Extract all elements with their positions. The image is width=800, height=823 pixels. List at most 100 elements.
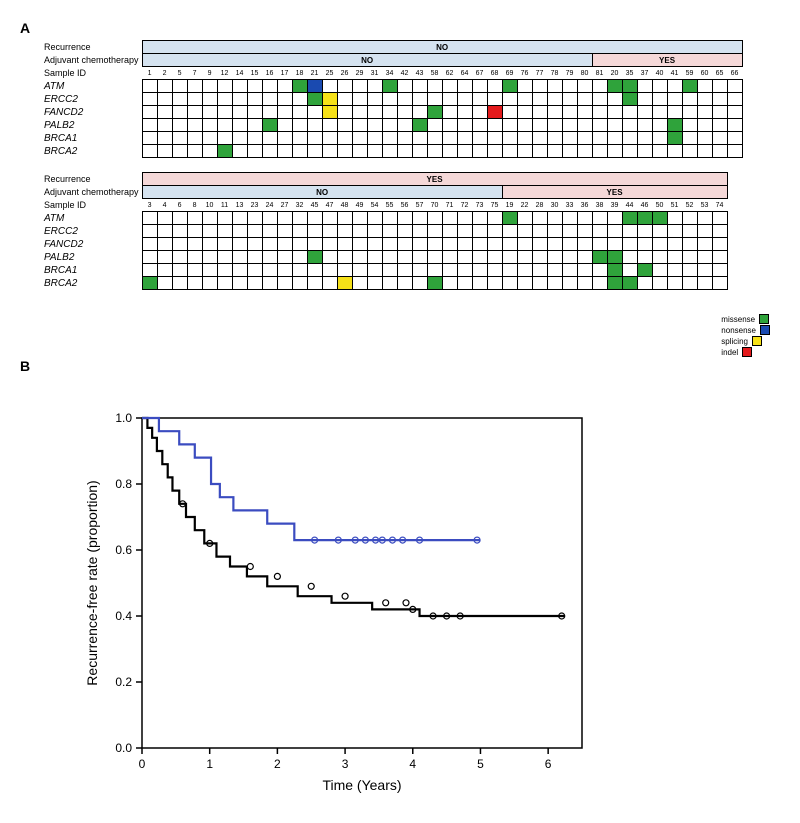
- gene-label: BRCA2: [44, 145, 142, 158]
- mutation-cell: [262, 225, 277, 238]
- mutation-cell: [712, 119, 727, 132]
- legend-swatch: [759, 314, 769, 324]
- mutation-cell: [727, 80, 742, 93]
- mutation-cell: [292, 225, 307, 238]
- gene-label: PALB2: [44, 119, 142, 132]
- mutation-cell: [262, 106, 277, 119]
- mutation-cell: [187, 132, 202, 145]
- mutation-cell: [532, 80, 547, 93]
- mutation-cell: [667, 132, 682, 145]
- x-tick-label: 6: [545, 757, 552, 771]
- mutation-cell: [682, 264, 697, 277]
- mutation-cell: [277, 251, 292, 264]
- mutation-cell: [232, 264, 247, 277]
- mutation-cell: [502, 106, 517, 119]
- mutation-cell: [487, 119, 502, 132]
- mutation-cell: [307, 212, 322, 225]
- mutation-cell: [532, 251, 547, 264]
- mutation-cell: [352, 132, 367, 145]
- mutation-cell: [262, 132, 277, 145]
- sample-id: 12: [217, 67, 232, 80]
- mutation-cell: [232, 212, 247, 225]
- sample-id: 65: [712, 67, 727, 80]
- mutation-cell: [367, 106, 382, 119]
- mutation-cell: [187, 212, 202, 225]
- sample-id: 76: [517, 67, 532, 80]
- sample-id: 38: [592, 199, 607, 212]
- mutation-cell: [652, 106, 667, 119]
- mutation-cell: [367, 212, 382, 225]
- mutation-cell: [697, 93, 712, 106]
- mutation-cell: [712, 238, 727, 251]
- sample-id: 35: [622, 67, 637, 80]
- mutation-cell: [202, 251, 217, 264]
- sample-id: 39: [607, 199, 622, 212]
- mutation-cell: [607, 93, 622, 106]
- mutation-cell: [472, 132, 487, 145]
- mutation-cell: [202, 119, 217, 132]
- mutation-cell: [292, 106, 307, 119]
- mutation-legend: missensenonsensesplicingindel: [721, 314, 770, 358]
- sample-id: 69: [502, 67, 517, 80]
- mutation-cell: [547, 238, 562, 251]
- mutation-cell: [502, 251, 517, 264]
- gene-label: BRCA1: [44, 264, 142, 277]
- mutation-cell: [322, 132, 337, 145]
- mutation-cell: [292, 238, 307, 251]
- mutation-cell: [427, 106, 442, 119]
- mutation-cell: [232, 132, 247, 145]
- sample-id: 46: [637, 199, 652, 212]
- mutation-cell: [262, 277, 277, 290]
- legend-label: splicing: [721, 337, 748, 346]
- sample-id: 74: [712, 199, 727, 212]
- row-label-adjuvant: Adjuvant chemotherapy: [44, 54, 142, 67]
- mutation-cell: [202, 225, 217, 238]
- mutation-cell: [412, 277, 427, 290]
- mutation-cell: [457, 93, 472, 106]
- mutation-cell: [277, 238, 292, 251]
- sample-id: 45: [307, 199, 322, 212]
- mutation-cell: [337, 80, 352, 93]
- mutation-cell: [247, 225, 262, 238]
- mutation-cell: [217, 119, 232, 132]
- sample-id: 42: [397, 67, 412, 80]
- mutation-cell: [472, 80, 487, 93]
- mutation-cell: [682, 212, 697, 225]
- mutation-cell: [622, 145, 637, 158]
- mutation-cell: [277, 264, 292, 277]
- mutation-cell: [187, 238, 202, 251]
- mutation-cell: [682, 225, 697, 238]
- mutation-cell: [382, 93, 397, 106]
- mutation-cell: [562, 251, 577, 264]
- mutation-cell: [592, 93, 607, 106]
- mutation-cell: [562, 119, 577, 132]
- mutation-cell: [247, 106, 262, 119]
- mutation-cell: [307, 264, 322, 277]
- mutation-cell: [382, 145, 397, 158]
- mutation-cell: [517, 251, 532, 264]
- mutation-cell: [472, 251, 487, 264]
- mutation-cell: [397, 277, 412, 290]
- sample-id: 71: [442, 199, 457, 212]
- legend-label: indel: [721, 348, 738, 357]
- y-tick-label: 0.8: [115, 477, 132, 491]
- mutation-cell: [577, 145, 592, 158]
- recurrence-header: NO: [142, 41, 742, 54]
- mutation-cell: [187, 93, 202, 106]
- mutation-cell: [412, 119, 427, 132]
- mutation-cell: [412, 106, 427, 119]
- mutation-cell: [157, 251, 172, 264]
- sample-id: 15: [247, 67, 262, 80]
- mutation-cell: [292, 212, 307, 225]
- mutation-cell: [547, 106, 562, 119]
- gene-label: FANCD2: [44, 238, 142, 251]
- mutation-cell: [157, 225, 172, 238]
- mutation-cell: [532, 93, 547, 106]
- mutation-cell: [637, 106, 652, 119]
- mutation-cell: [592, 106, 607, 119]
- mutation-cell: [517, 225, 532, 238]
- mutation-cell: [292, 80, 307, 93]
- mutation-cell: [502, 93, 517, 106]
- mutation-cell: [322, 277, 337, 290]
- mutation-cell: [232, 225, 247, 238]
